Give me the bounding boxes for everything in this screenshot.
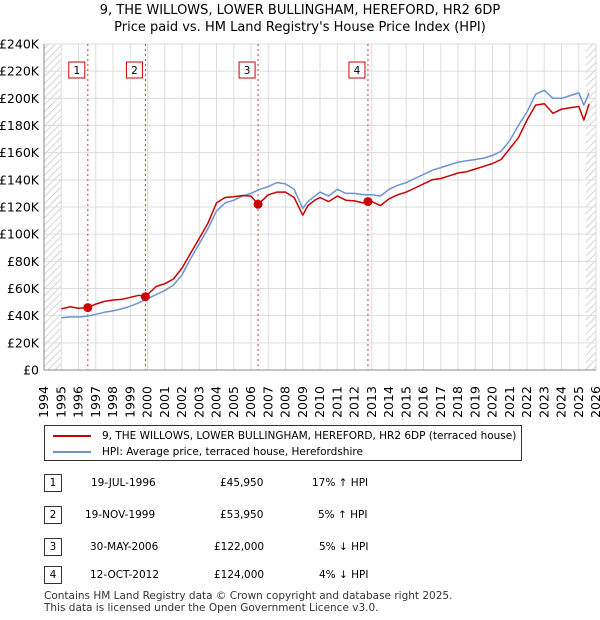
chart-legend: 9, THE WILLOWS, LOWER BULLINGHAM, HEREFO… [44, 425, 522, 461]
x-tick-label: 2020 [485, 386, 500, 418]
x-tick-label: 2008 [278, 386, 293, 418]
marker-badge-label: 1 [73, 65, 80, 77]
footer-copyright: Contains HM Land Registry data © Crown c… [44, 590, 453, 602]
x-tick-label: 2005 [226, 386, 241, 418]
y-tick-label: £200K [0, 91, 40, 106]
transaction-hpi: 5% ↑ HPI [318, 509, 368, 521]
transaction-date: 19-JUL-1996 [91, 477, 156, 489]
legend-label-hpi: HPI: Average price, terraced house, Here… [102, 446, 363, 458]
legend-swatch-property [53, 435, 91, 437]
marker-badge [125, 61, 143, 79]
transaction-price: £45,950 [220, 477, 264, 489]
y-tick-label: £160K [0, 145, 40, 160]
transaction-hpi: 17% ↑ HPI [312, 477, 369, 489]
y-tick-label: £80K [7, 254, 40, 269]
y-tick-label: £40K [7, 308, 40, 323]
x-tick-label: 1998 [105, 386, 120, 418]
y-tick-label: £20K [7, 335, 40, 350]
x-tick-label: 2019 [467, 386, 482, 418]
price-chart: 1 2 3 4 £0 £20K £40K £60K £80K £100K £120K £140K £1… [0, 37, 600, 418]
x-tick-label: 2017 [433, 386, 448, 418]
x-tick-label: 2018 [450, 386, 465, 418]
x-tick-label: 2002 [174, 386, 189, 418]
x-tick-label: 2011 [329, 386, 344, 418]
x-tick-label: 2012 [347, 386, 362, 418]
transaction-hpi: 4% ↓ HPI [319, 569, 369, 581]
sale-point [363, 197, 373, 207]
transaction-date: 12-OCT-2012 [90, 569, 159, 581]
x-tick-label: 2022 [519, 386, 534, 418]
chart-subtitle: Price paid vs. HM Land Registry's House … [114, 20, 486, 35]
transaction-date: 30-MAY-2006 [90, 541, 159, 553]
transaction-number: 4 [44, 566, 62, 584]
x-tick-label: 1995 [53, 386, 68, 418]
sale-point [83, 303, 93, 313]
y-tick-label: £140K [0, 172, 40, 187]
x-tick-label: 2007 [260, 386, 275, 418]
footer-licence: This data is licensed under the Open Gov… [44, 602, 379, 614]
y-tick-label: £120K [0, 200, 40, 215]
x-tick-label: 2003 [191, 386, 206, 418]
sale-point [140, 292, 150, 302]
transaction-price: £122,000 [214, 541, 265, 553]
chart-title: 9, THE WILLOWS, LOWER BULLINGHAM, HEREFO… [99, 3, 501, 18]
x-tick-label: 2006 [243, 386, 258, 418]
x-tick-label: 2023 [536, 386, 551, 418]
transaction-price: £53,950 [220, 509, 264, 521]
series-property-line [61, 103, 590, 310]
marker-badge [68, 61, 86, 79]
transaction-price: £124,000 [214, 569, 265, 581]
x-tick-label: 2016 [416, 386, 431, 418]
legend-label-property: 9, THE WILLOWS, LOWER BULLINGHAM, HEREFO… [102, 430, 517, 442]
series-hpi-line [61, 89, 590, 319]
y-tick-label: £100K [0, 227, 40, 242]
x-tick-label: 2013 [364, 386, 379, 418]
x-tick-label: 2009 [295, 386, 310, 418]
marker-badge [238, 61, 256, 79]
x-tick-label: 1997 [88, 386, 103, 418]
x-tick-label: 2001 [157, 386, 172, 418]
x-tick-label: 2021 [502, 386, 517, 418]
transaction-hpi: 5% ↓ HPI [319, 541, 369, 553]
sale-point [253, 199, 263, 209]
transaction-number: 1 [44, 474, 62, 492]
x-tick-label: 2015 [398, 386, 413, 418]
marker-badge-label: 2 [131, 65, 138, 77]
marker-badge-label: 4 [354, 65, 361, 77]
y-tick-label: £240K [0, 37, 40, 52]
x-tick-label: 2026 [588, 386, 600, 418]
y-tick-label: £60K [7, 281, 40, 296]
marker-badge [348, 61, 366, 79]
x-tick-label: 1999 [122, 386, 137, 418]
y-tick-label: £180K [0, 118, 40, 133]
x-tick-label: 2010 [312, 386, 327, 418]
marker-badge-label: 3 [244, 65, 251, 77]
x-tick-label: 2004 [209, 386, 224, 418]
x-tick-label: 1994 [36, 386, 51, 418]
y-tick-label: £0 [23, 363, 39, 378]
x-tick-label: 2000 [140, 386, 155, 418]
x-tick-label: 2025 [571, 386, 586, 418]
transaction-number: 3 [44, 538, 62, 556]
x-tick-label: 1996 [71, 386, 86, 418]
x-tick-label: 2024 [554, 386, 569, 418]
legend-swatch-hpi [53, 451, 91, 453]
x-tick-label: 2014 [381, 386, 396, 418]
transaction-date: 19-NOV-1999 [85, 509, 156, 521]
transaction-number: 2 [44, 506, 62, 524]
y-tick-label: £220K [0, 64, 40, 79]
